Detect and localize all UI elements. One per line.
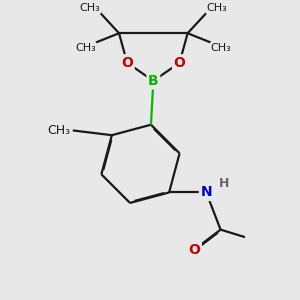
Text: CH₃: CH₃ — [80, 3, 101, 13]
Text: O: O — [188, 243, 200, 256]
Text: CH₃: CH₃ — [206, 3, 227, 13]
Text: O: O — [174, 56, 185, 70]
Text: CH₃: CH₃ — [47, 124, 70, 137]
Text: B: B — [148, 74, 159, 88]
Text: H: H — [219, 177, 230, 190]
Text: O: O — [121, 56, 133, 70]
Text: CH₃: CH₃ — [75, 43, 96, 52]
Text: CH₃: CH₃ — [211, 43, 232, 52]
Text: N: N — [200, 185, 212, 200]
